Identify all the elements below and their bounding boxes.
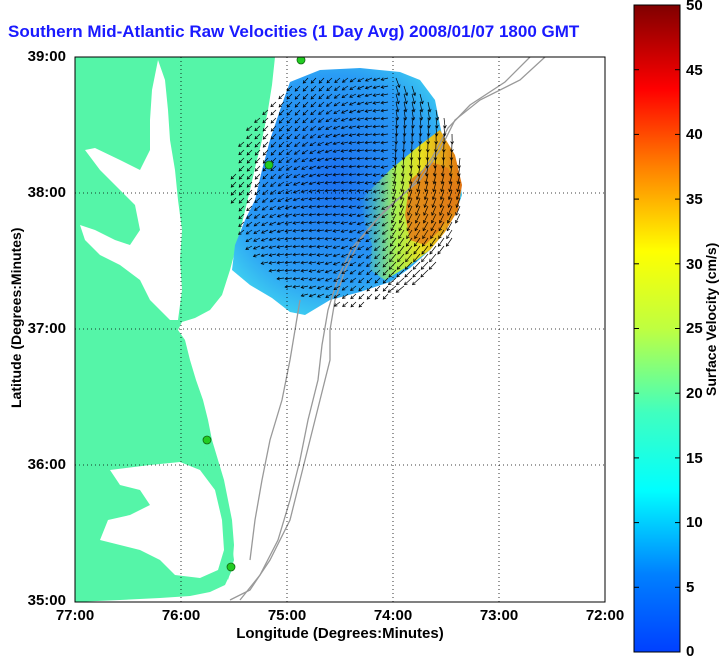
x-tick-label: 75:00 <box>257 607 317 624</box>
y-tick-label: 39:00 <box>0 48 66 65</box>
colorbar-tick-label: 30 <box>686 256 703 273</box>
y-tick-label: 38:00 <box>0 184 66 201</box>
x-axis-label: Longitude (Degrees:Minutes) <box>75 625 605 642</box>
colorbar <box>634 5 680 652</box>
x-tick-label: 72:00 <box>575 607 635 624</box>
radar-station <box>227 563 235 571</box>
colorbar-label: Surface Velocity (cm/s) <box>703 246 719 396</box>
colorbar-tick-label: 25 <box>686 320 703 337</box>
colorbar-tick-label: 40 <box>686 126 703 143</box>
x-tick-label: 73:00 <box>469 607 529 624</box>
colorbar-tick-label: 35 <box>686 191 703 208</box>
colorbar-tick-label: 20 <box>686 385 703 402</box>
y-axis-label: Latitude (Degrees:Minutes) <box>8 248 24 408</box>
colorbar-tick-label: 15 <box>686 450 703 467</box>
radar-station <box>203 436 211 444</box>
colorbar-tick-label: 0 <box>686 643 694 660</box>
colorbar-tick-label: 45 <box>686 62 703 79</box>
colorbar-tick-label: 10 <box>686 514 703 531</box>
x-tick-label: 74:00 <box>363 607 423 624</box>
x-tick-label: 76:00 <box>151 607 211 624</box>
colorbar-tick-label: 5 <box>686 579 694 596</box>
x-tick-label: 77:00 <box>45 607 105 624</box>
colorbar-tick-label: 50 <box>686 0 703 14</box>
y-tick-label: 36:00 <box>0 456 66 473</box>
radar-station <box>265 161 273 169</box>
